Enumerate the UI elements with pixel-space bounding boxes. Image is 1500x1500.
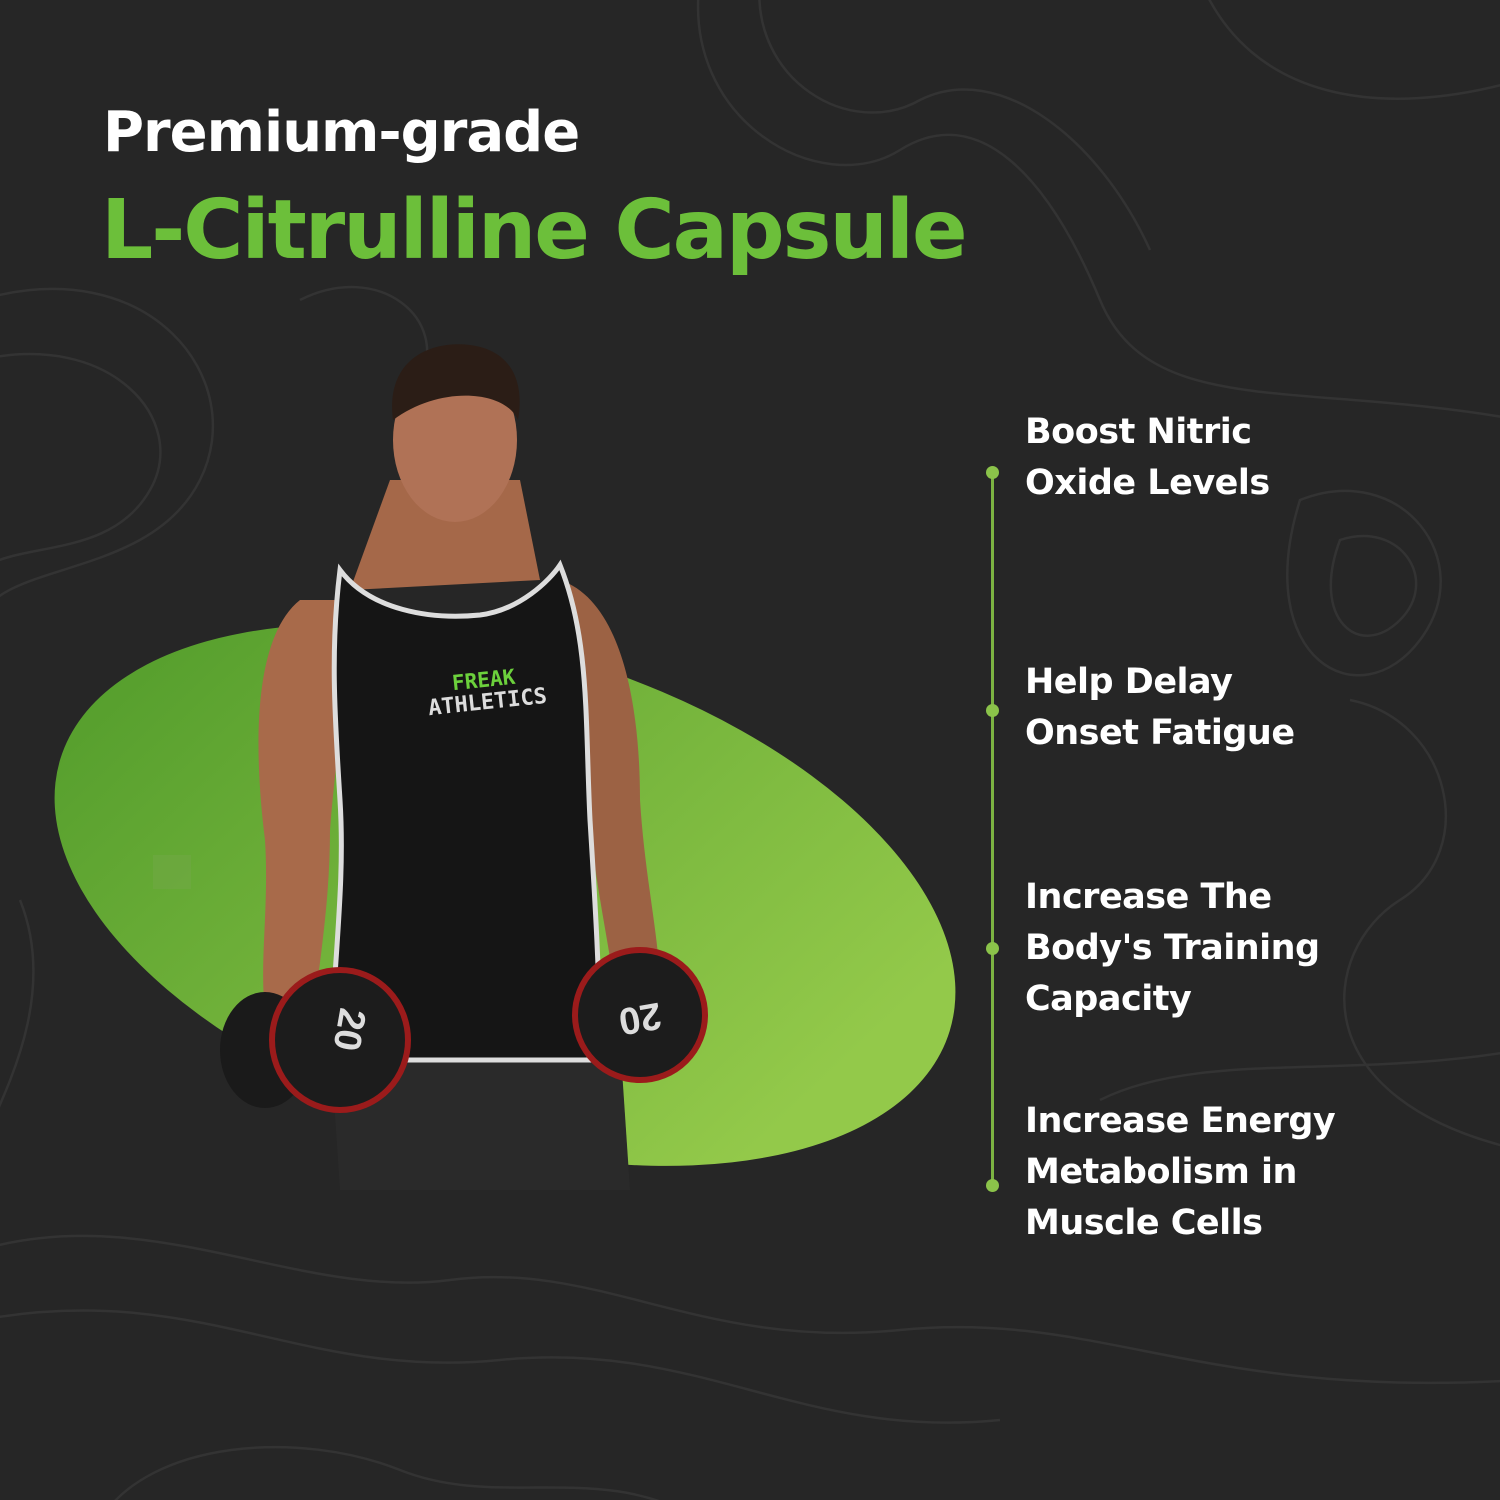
timeline-dot-1 [986, 466, 999, 479]
dumbbell-weight-left: 20 [324, 1005, 373, 1054]
hair [392, 344, 520, 420]
timeline-dot-4 [986, 1179, 999, 1192]
benefit-training-capacity: Increase The Body's Training Capacity [1025, 872, 1445, 1025]
benefit-line: Onset Fatigue [1025, 713, 1295, 753]
headline-product-name: L-Citrulline Capsule [101, 183, 968, 278]
benefit-line: Muscle Cells [1025, 1203, 1263, 1243]
benefit-delay-fatigue: Help Delay Onset Fatigue [1025, 657, 1445, 759]
benefit-nitric-oxide: Boost Nitric Oxide Levels [1025, 407, 1445, 509]
benefit-line: Increase Energy [1025, 1101, 1336, 1141]
benefit-line: Metabolism in [1025, 1152, 1297, 1192]
shorts [330, 1040, 630, 1190]
timeline-dot-2 [986, 704, 999, 717]
benefit-line: Help Delay [1025, 662, 1233, 702]
left-arm [258, 600, 344, 1040]
benefit-line: Oxide Levels [1025, 463, 1270, 503]
dumbbell-weight-right: 20 [616, 994, 665, 1043]
benefit-line: Increase The [1025, 877, 1272, 917]
timeline-dot-3 [986, 942, 999, 955]
benefits-timeline-line [991, 472, 994, 1186]
benefit-line: Boost Nitric [1025, 412, 1252, 452]
wall-socket [153, 855, 191, 889]
benefit-line: Capacity [1025, 979, 1192, 1019]
right-dumbbell [572, 947, 708, 1083]
left-dumbbell [220, 967, 411, 1113]
benefit-energy-metabolism: Increase Energy Metabolism in Muscle Cel… [1025, 1096, 1445, 1249]
headline-premium-grade: Premium-grade [103, 100, 580, 165]
benefit-line: Body's Training [1025, 928, 1320, 968]
tank-top [327, 559, 603, 1063]
